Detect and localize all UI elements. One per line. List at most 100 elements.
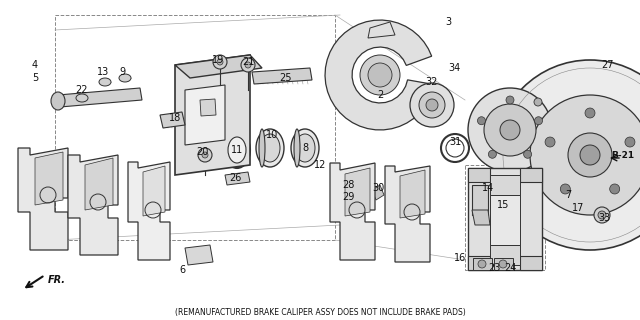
Text: 25: 25 — [279, 73, 291, 83]
Circle shape — [419, 92, 445, 118]
Text: 4: 4 — [32, 60, 38, 70]
Text: 14: 14 — [482, 183, 494, 193]
Circle shape — [568, 133, 612, 177]
Text: 32: 32 — [426, 77, 438, 87]
Ellipse shape — [259, 129, 265, 167]
Circle shape — [213, 55, 227, 69]
Circle shape — [245, 62, 251, 68]
Text: 16: 16 — [454, 253, 466, 263]
Ellipse shape — [294, 129, 300, 167]
Circle shape — [202, 152, 208, 158]
Circle shape — [499, 260, 507, 268]
Circle shape — [495, 60, 640, 250]
Circle shape — [625, 137, 635, 147]
Ellipse shape — [51, 92, 65, 110]
Circle shape — [368, 63, 392, 87]
Text: 8: 8 — [302, 143, 308, 153]
Text: 19: 19 — [212, 55, 224, 65]
Text: 29: 29 — [342, 192, 354, 202]
Circle shape — [500, 120, 520, 140]
Polygon shape — [58, 88, 142, 107]
Circle shape — [580, 145, 600, 165]
Text: 20: 20 — [196, 147, 208, 157]
Polygon shape — [185, 85, 225, 145]
Polygon shape — [345, 168, 370, 216]
Text: (REMANUFACTURED BRAKE CALIPER ASSY DOES NOT INCLUDE BRAKE PADS): (REMANUFACTURED BRAKE CALIPER ASSY DOES … — [175, 308, 465, 316]
Circle shape — [484, 104, 536, 156]
Polygon shape — [225, 172, 250, 185]
Text: B-21: B-21 — [611, 150, 635, 159]
Circle shape — [198, 148, 212, 162]
Text: 6: 6 — [179, 265, 185, 275]
Polygon shape — [372, 185, 384, 200]
Bar — [465, 165, 545, 270]
Polygon shape — [468, 256, 490, 270]
Text: 22: 22 — [76, 85, 88, 95]
Circle shape — [468, 88, 552, 172]
Bar — [55, 15, 335, 240]
Polygon shape — [68, 155, 118, 255]
Text: 28: 28 — [342, 180, 354, 190]
Text: 9: 9 — [119, 67, 125, 77]
Circle shape — [524, 150, 532, 158]
Text: 26: 26 — [229, 173, 241, 183]
Ellipse shape — [99, 78, 111, 86]
Polygon shape — [128, 162, 170, 260]
Polygon shape — [200, 99, 216, 116]
Text: 18: 18 — [169, 113, 181, 123]
Circle shape — [594, 207, 610, 223]
Polygon shape — [490, 195, 520, 245]
Polygon shape — [252, 68, 312, 84]
Text: 5: 5 — [32, 73, 38, 83]
Text: 15: 15 — [497, 200, 509, 210]
Polygon shape — [85, 158, 113, 210]
Text: 13: 13 — [97, 67, 109, 77]
Circle shape — [560, 184, 570, 194]
Polygon shape — [143, 166, 165, 216]
Polygon shape — [35, 152, 63, 205]
Polygon shape — [490, 175, 520, 195]
Text: FR.: FR. — [48, 275, 66, 285]
Ellipse shape — [256, 129, 284, 167]
Ellipse shape — [119, 74, 131, 82]
Polygon shape — [175, 55, 262, 78]
Circle shape — [217, 59, 223, 65]
Polygon shape — [472, 185, 488, 215]
Ellipse shape — [291, 129, 319, 167]
Polygon shape — [490, 245, 520, 265]
Text: 2: 2 — [377, 90, 383, 100]
Text: 10: 10 — [266, 130, 278, 140]
Circle shape — [426, 99, 438, 111]
Circle shape — [598, 211, 606, 219]
Text: 11: 11 — [231, 145, 243, 155]
Text: 24: 24 — [504, 263, 516, 273]
Text: 31: 31 — [449, 137, 461, 147]
Circle shape — [410, 83, 454, 127]
Circle shape — [477, 117, 486, 125]
Polygon shape — [18, 148, 68, 250]
Circle shape — [478, 260, 486, 268]
Circle shape — [534, 117, 543, 125]
Polygon shape — [330, 163, 375, 260]
Text: 17: 17 — [572, 203, 584, 213]
Text: 34: 34 — [448, 63, 460, 73]
Polygon shape — [185, 245, 213, 265]
Text: 7: 7 — [565, 190, 571, 200]
Ellipse shape — [295, 134, 315, 162]
Polygon shape — [468, 168, 542, 270]
Text: 12: 12 — [314, 160, 326, 170]
Polygon shape — [385, 166, 430, 262]
Circle shape — [585, 108, 595, 118]
Circle shape — [545, 137, 555, 147]
Ellipse shape — [76, 94, 88, 102]
Polygon shape — [325, 20, 434, 130]
Polygon shape — [472, 210, 490, 225]
Text: 23: 23 — [488, 263, 500, 273]
Circle shape — [506, 96, 514, 104]
Text: 30: 30 — [372, 183, 384, 193]
Ellipse shape — [228, 137, 246, 163]
Polygon shape — [160, 112, 185, 128]
Text: 33: 33 — [598, 213, 610, 223]
Polygon shape — [175, 55, 250, 175]
Polygon shape — [520, 168, 542, 182]
